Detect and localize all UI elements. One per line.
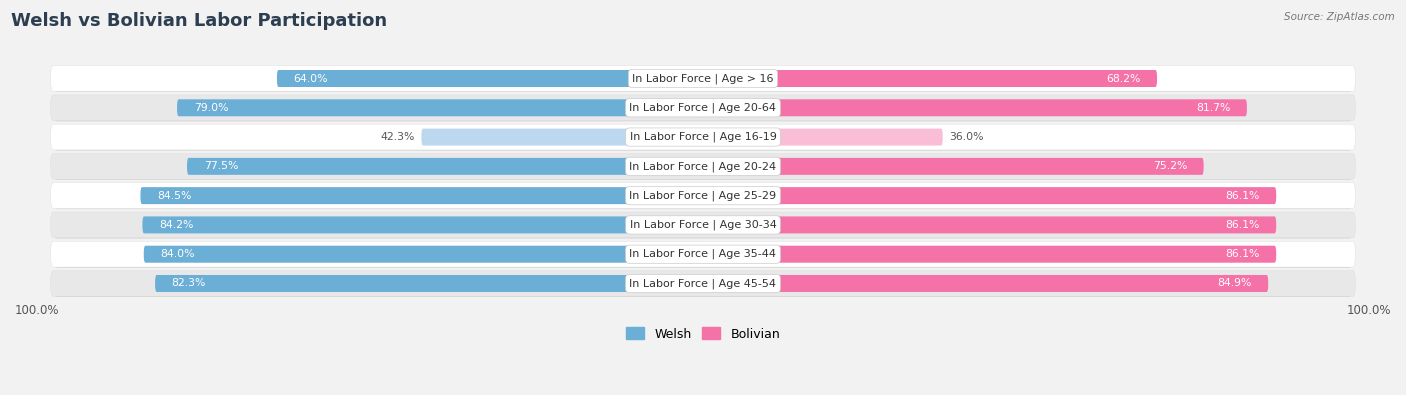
FancyBboxPatch shape	[53, 96, 1353, 121]
FancyBboxPatch shape	[703, 246, 1277, 263]
Text: 36.0%: 36.0%	[949, 132, 984, 142]
Text: In Labor Force | Age 20-24: In Labor Force | Age 20-24	[630, 161, 776, 171]
FancyBboxPatch shape	[422, 129, 703, 146]
FancyBboxPatch shape	[53, 66, 1353, 92]
FancyBboxPatch shape	[703, 158, 1204, 175]
FancyBboxPatch shape	[51, 124, 1355, 150]
FancyBboxPatch shape	[141, 187, 703, 204]
Text: 77.5%: 77.5%	[204, 161, 238, 171]
FancyBboxPatch shape	[53, 154, 1353, 180]
Text: 68.2%: 68.2%	[1107, 73, 1140, 83]
FancyBboxPatch shape	[703, 70, 1157, 87]
FancyBboxPatch shape	[53, 271, 1353, 297]
Text: Welsh vs Bolivian Labor Participation: Welsh vs Bolivian Labor Participation	[11, 12, 388, 30]
FancyBboxPatch shape	[703, 216, 1277, 233]
FancyBboxPatch shape	[53, 183, 1353, 209]
Text: 84.9%: 84.9%	[1218, 278, 1251, 288]
Text: 82.3%: 82.3%	[172, 278, 207, 288]
Text: 86.1%: 86.1%	[1225, 249, 1260, 259]
Text: 75.2%: 75.2%	[1153, 161, 1187, 171]
Text: 84.0%: 84.0%	[160, 249, 195, 259]
FancyBboxPatch shape	[51, 212, 1355, 238]
Text: In Labor Force | Age 45-54: In Labor Force | Age 45-54	[630, 278, 776, 289]
Text: In Labor Force | Age 30-34: In Labor Force | Age 30-34	[630, 220, 776, 230]
Text: 81.7%: 81.7%	[1197, 103, 1230, 113]
FancyBboxPatch shape	[703, 99, 1247, 116]
Text: In Labor Force | Age 16-19: In Labor Force | Age 16-19	[630, 132, 776, 142]
FancyBboxPatch shape	[53, 242, 1353, 268]
Legend: Welsh, Bolivian: Welsh, Bolivian	[621, 322, 785, 346]
FancyBboxPatch shape	[277, 70, 703, 87]
Text: In Labor Force | Age > 16: In Labor Force | Age > 16	[633, 73, 773, 84]
Text: 86.1%: 86.1%	[1225, 191, 1260, 201]
FancyBboxPatch shape	[187, 158, 703, 175]
Text: 86.1%: 86.1%	[1225, 220, 1260, 230]
Text: 84.5%: 84.5%	[157, 191, 191, 201]
FancyBboxPatch shape	[703, 129, 942, 146]
FancyBboxPatch shape	[155, 275, 703, 292]
FancyBboxPatch shape	[51, 183, 1355, 209]
FancyBboxPatch shape	[53, 125, 1353, 150]
FancyBboxPatch shape	[51, 95, 1355, 120]
Text: In Labor Force | Age 25-29: In Labor Force | Age 25-29	[630, 190, 776, 201]
FancyBboxPatch shape	[51, 271, 1355, 296]
FancyBboxPatch shape	[51, 154, 1355, 179]
Text: 79.0%: 79.0%	[194, 103, 228, 113]
Text: Source: ZipAtlas.com: Source: ZipAtlas.com	[1284, 12, 1395, 22]
Text: 42.3%: 42.3%	[381, 132, 415, 142]
Text: 64.0%: 64.0%	[294, 73, 328, 83]
FancyBboxPatch shape	[142, 216, 703, 233]
FancyBboxPatch shape	[53, 213, 1353, 239]
FancyBboxPatch shape	[51, 241, 1355, 267]
FancyBboxPatch shape	[177, 99, 703, 116]
FancyBboxPatch shape	[143, 246, 703, 263]
FancyBboxPatch shape	[703, 275, 1268, 292]
Text: In Labor Force | Age 20-64: In Labor Force | Age 20-64	[630, 103, 776, 113]
Text: 84.2%: 84.2%	[159, 220, 194, 230]
FancyBboxPatch shape	[703, 187, 1277, 204]
Text: In Labor Force | Age 35-44: In Labor Force | Age 35-44	[630, 249, 776, 260]
FancyBboxPatch shape	[51, 66, 1355, 91]
